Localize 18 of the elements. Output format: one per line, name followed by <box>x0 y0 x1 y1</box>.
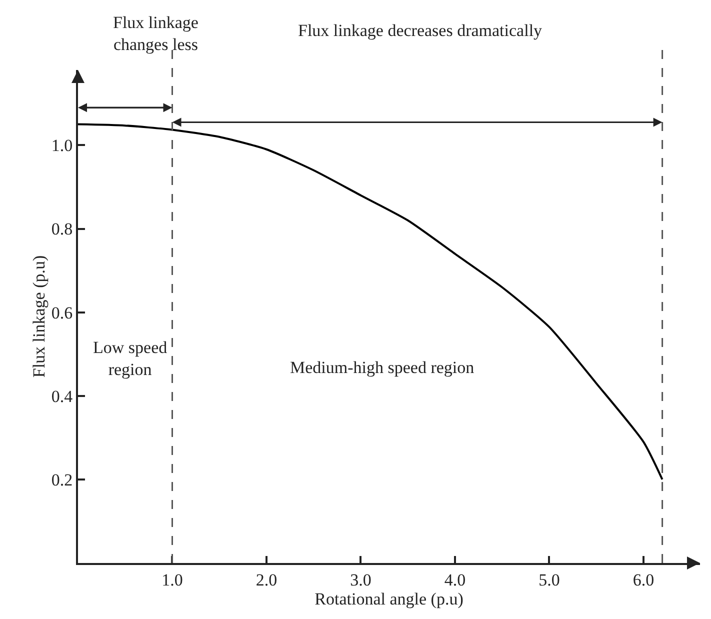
x-tick-label: 3.0 <box>350 570 372 590</box>
x-tick-label: 4.0 <box>444 570 466 590</box>
text: Flux linkage changes less <box>113 13 198 54</box>
annotation: Medium-high speed region <box>290 358 475 377</box>
x-tick-label: 1.0 <box>162 570 183 590</box>
y-tick-label: 1.0 <box>51 136 73 156</box>
x-tick-label: 5.0 <box>538 570 560 590</box>
x-tick-label: 6.0 <box>632 570 654 590</box>
text: Flux linkage decreases dramatically <box>298 21 543 40</box>
y-tick-label: 0.8 <box>51 220 73 239</box>
line-series <box>78 123 664 480</box>
y-tick-label: 0.6 <box>51 303 73 322</box>
y-tick-label: 0.4 <box>51 386 74 406</box>
x-tick-label: 2.0 <box>256 570 278 590</box>
y-axis-title: Flux linkage (p.u) <box>29 255 48 378</box>
y-tick-label: 0.2 <box>51 470 73 490</box>
annotation: Low speed region <box>93 338 168 380</box>
x-axis-title: Rotational angle (p.u) <box>314 589 464 608</box>
